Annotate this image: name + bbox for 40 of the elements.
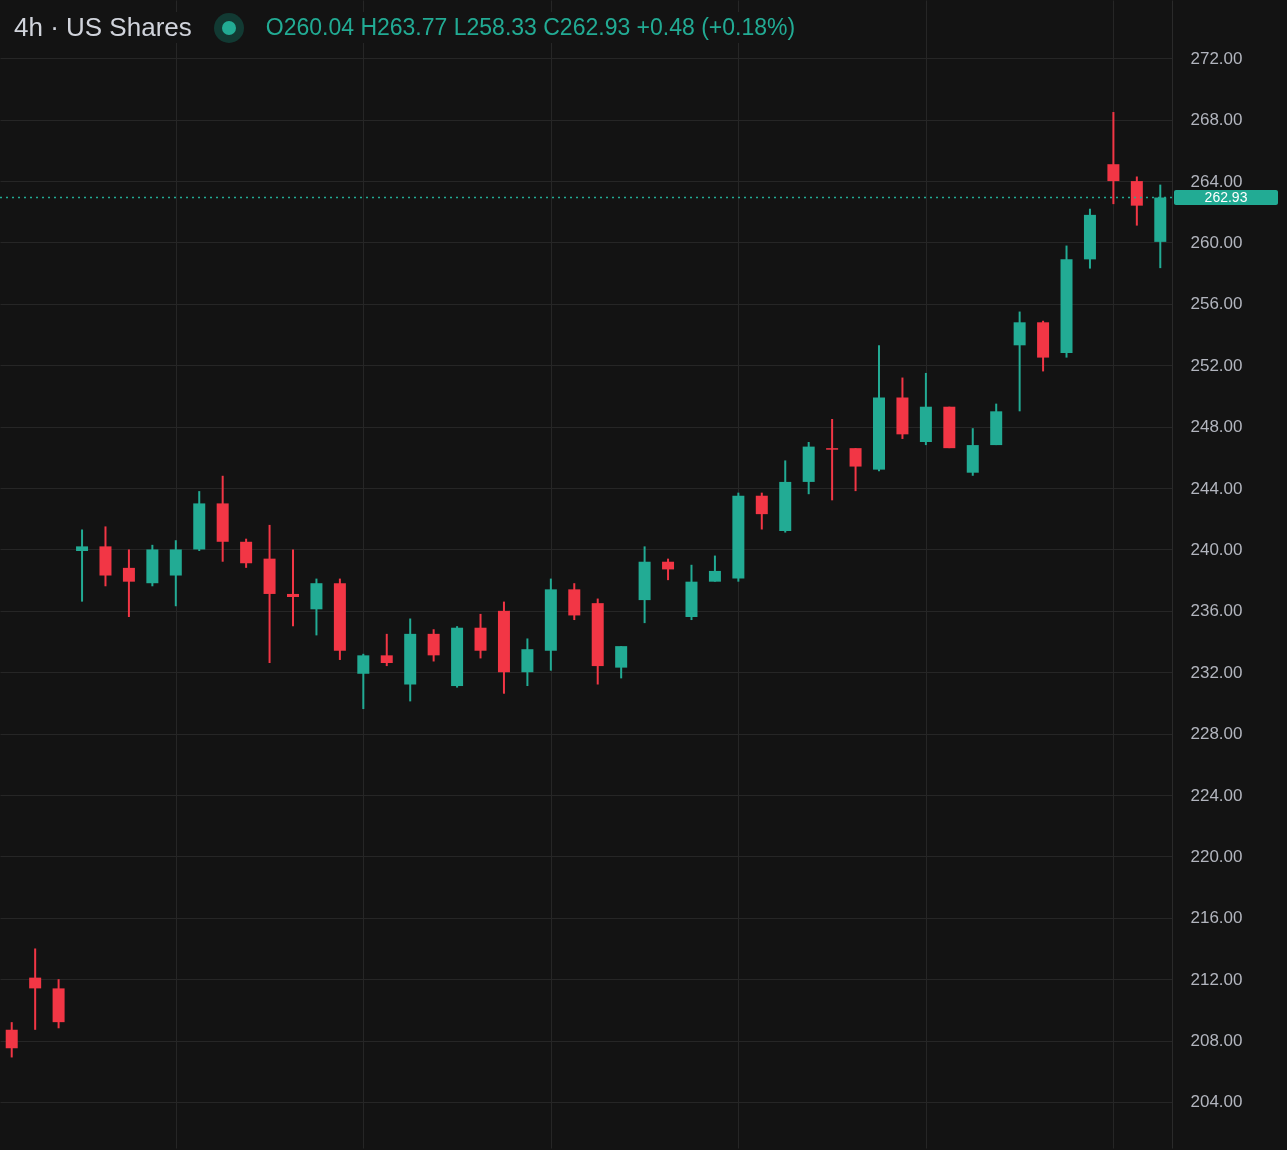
y-tick-label: 224.00: [1190, 785, 1243, 805]
y-tick-label: 216.00: [1190, 908, 1243, 928]
candlestick: [662, 557, 675, 582]
candlestick: [1107, 111, 1120, 206]
y-tick-label: 228.00: [1190, 724, 1243, 744]
y-tick-label: 204.00: [1190, 1092, 1243, 1112]
y-tick-label: 240.00: [1190, 539, 1243, 559]
y-tick-label: 232.00: [1190, 662, 1243, 682]
y-tick-label: 252.00: [1190, 355, 1243, 375]
candlestick: [29, 947, 42, 1031]
y-tick-label: 212.00: [1190, 969, 1243, 989]
y-tick-label: 272.00: [1190, 48, 1243, 68]
candlestick: [427, 628, 440, 663]
candlestick: [826, 417, 839, 502]
candlestick: [474, 612, 487, 660]
y-tick-label: 260.00: [1190, 232, 1243, 252]
candlestick: [708, 554, 721, 583]
candlestick: [287, 548, 299, 628]
candlestick: [615, 645, 628, 680]
y-tick-label: 208.00: [1190, 1031, 1243, 1051]
candlestick: [380, 632, 393, 668]
candlestick: [755, 491, 768, 531]
y-tick-label: 220.00: [1190, 846, 1243, 866]
y-tick-label: 256.00: [1190, 294, 1243, 314]
ref-line-label: 262.93: [1204, 188, 1248, 205]
y-tick-label: 248.00: [1190, 417, 1243, 437]
candlestick: [240, 537, 253, 569]
y-tick-label: 236.00: [1190, 601, 1243, 621]
candlestick: [5, 1021, 18, 1059]
y-tick-label: 244.00: [1190, 478, 1243, 498]
y-tick-label: 268.00: [1190, 110, 1243, 130]
annotation: O260.04 H263.77 L258.33 C262.93 +0.48 (+0.18%): [265, 14, 796, 41]
candlestick: [357, 652, 370, 711]
candlestick: [122, 548, 135, 618]
text: 4h · US Shares: [14, 12, 192, 43]
candlestick: [521, 637, 534, 688]
candlestick: [849, 447, 862, 493]
candlestick: [1013, 310, 1026, 413]
y-tick-label: 264.00: [1190, 171, 1243, 191]
candlestick: [76, 528, 89, 603]
